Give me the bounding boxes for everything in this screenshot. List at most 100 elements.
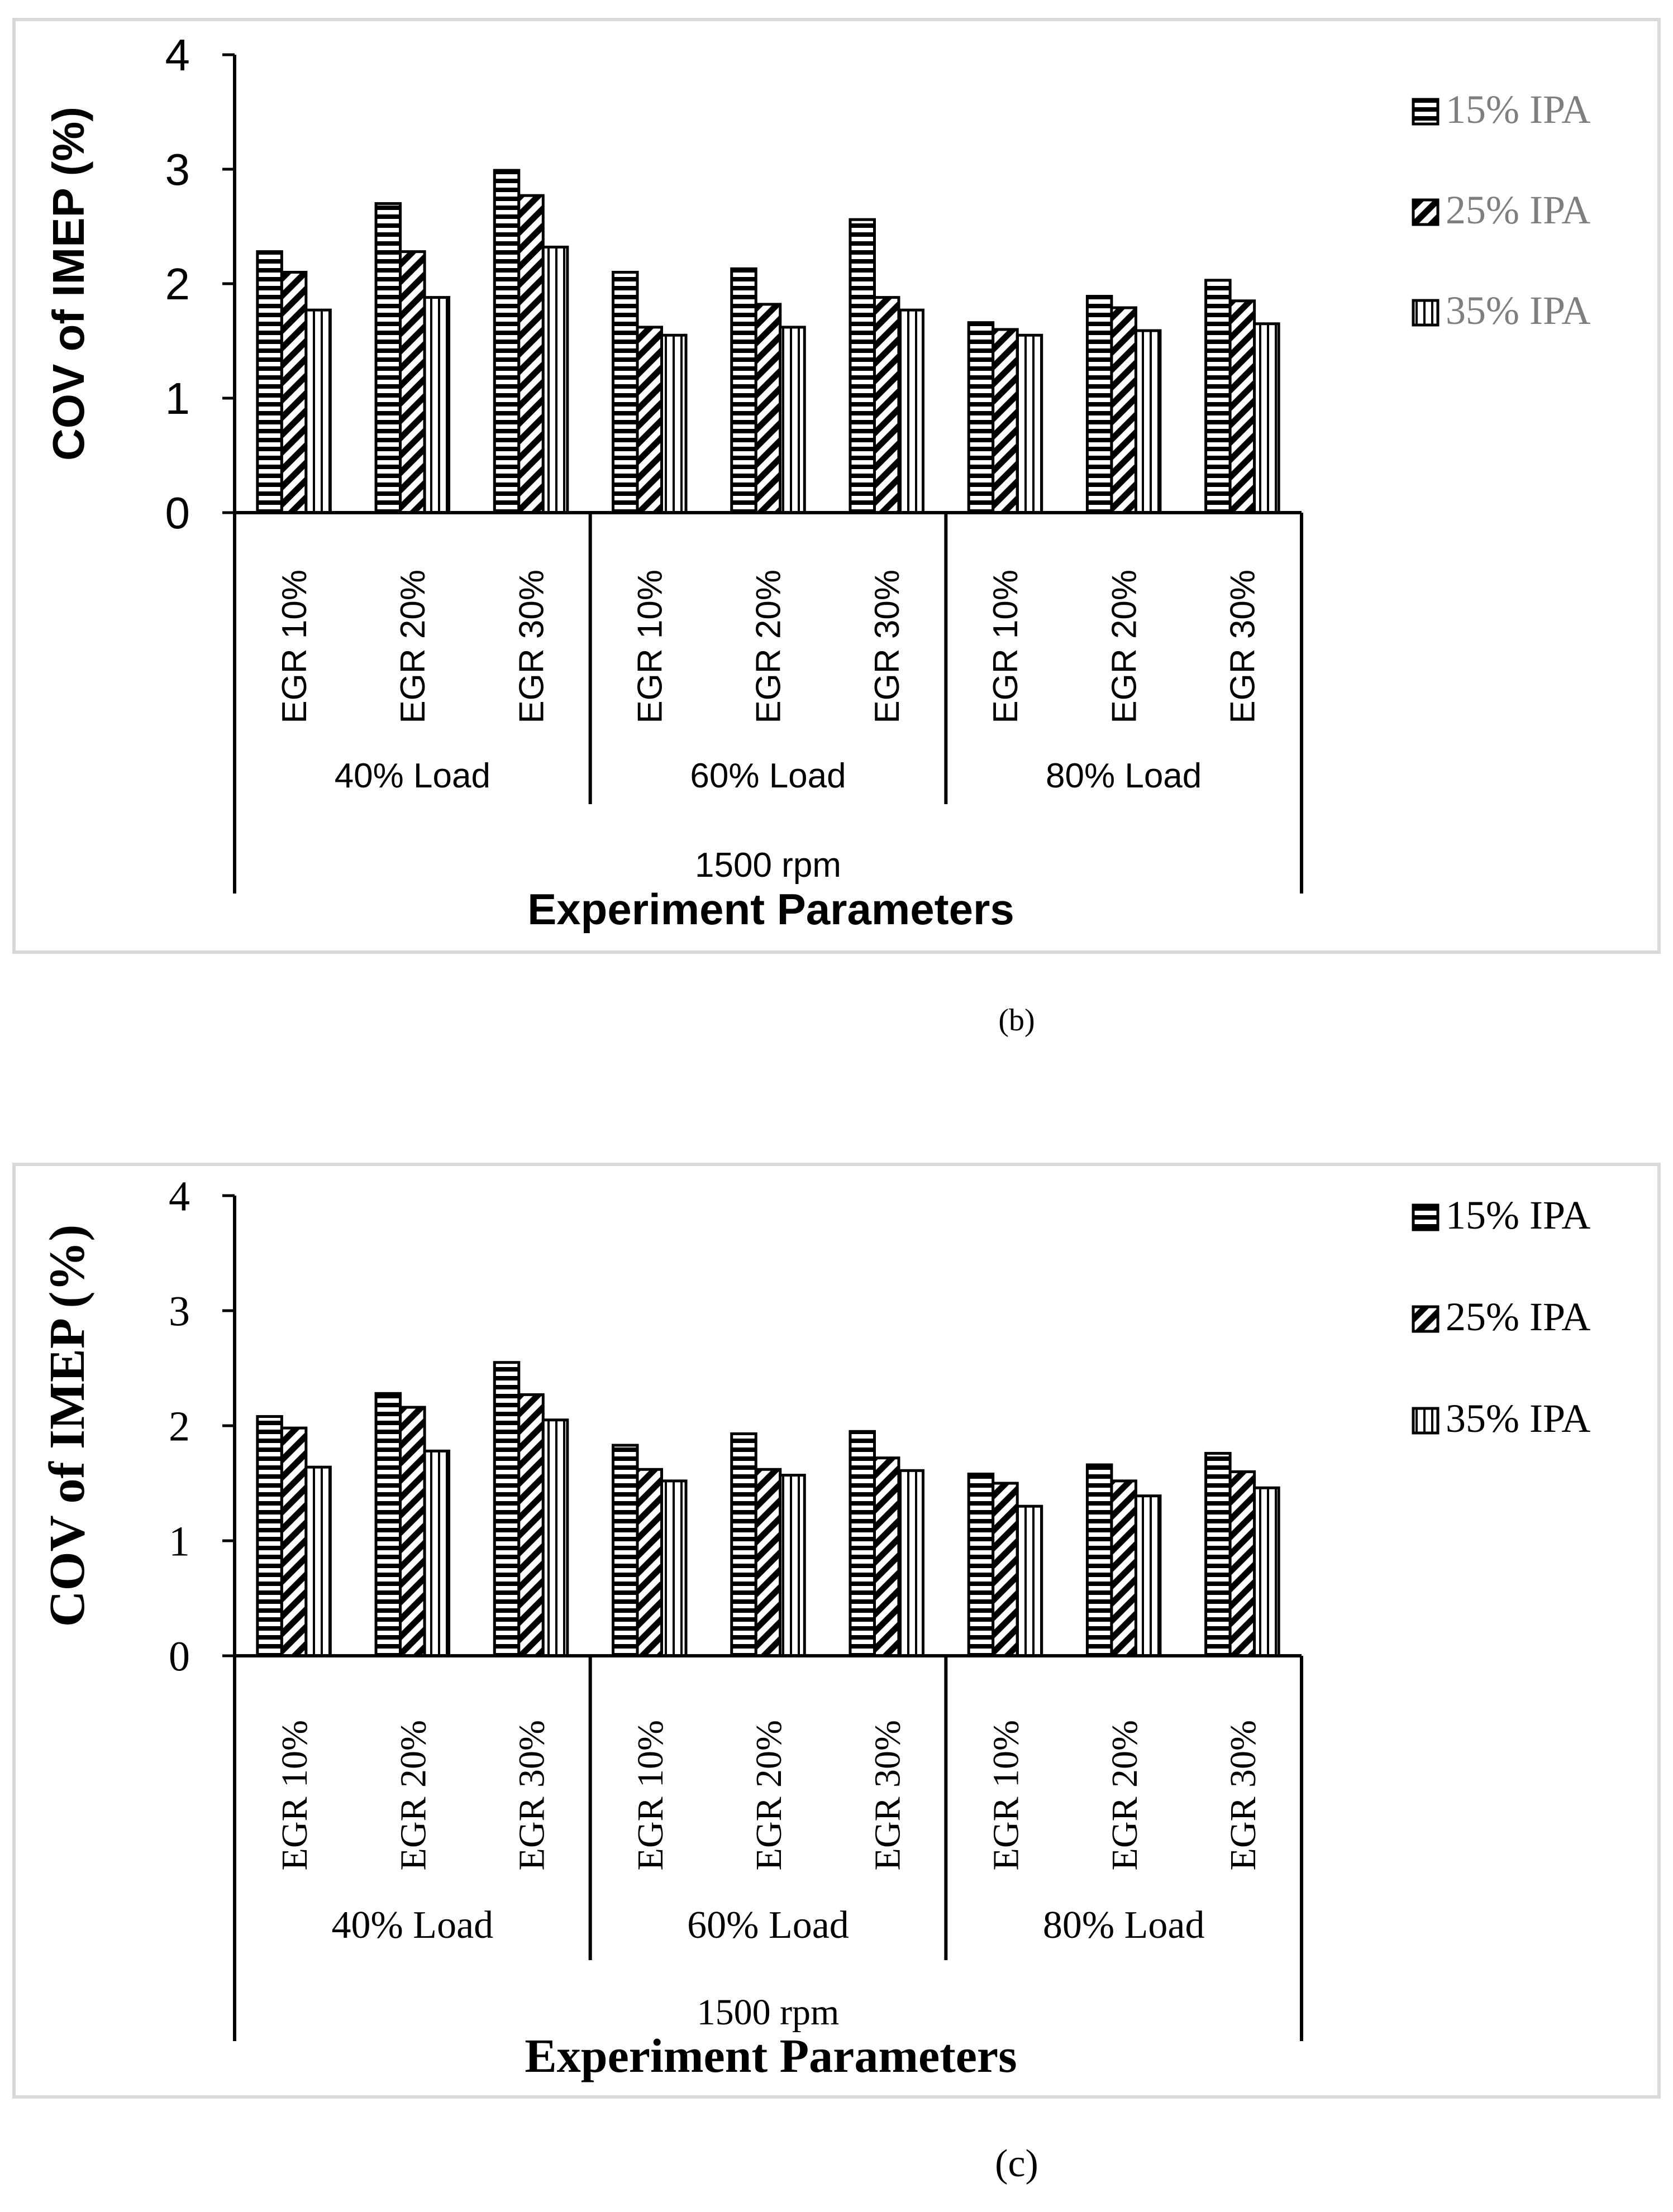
bar-15ipa-3 (612, 1444, 639, 1657)
axes-layer (222, 1194, 1303, 2041)
bar-25ipa-1 (399, 250, 426, 514)
y-axis-title: COV of IMEP (%) (40, 1225, 95, 1627)
bar-25ipa-0 (280, 271, 308, 514)
bar-25ipa-7 (1110, 306, 1137, 514)
bar-25ipa-4 (754, 303, 782, 514)
bar-15ipa-6 (967, 321, 995, 514)
x-category-label: EGR 30% (1224, 570, 1262, 724)
bar-15ipa-7 (1085, 1463, 1113, 1657)
bar-25ipa-3 (636, 1468, 664, 1657)
x-category-label: EGR 30% (512, 1720, 552, 1870)
bar-35ipa-3 (660, 1479, 688, 1657)
bar-35ipa-8 (1253, 1486, 1280, 1657)
bar-15ipa-1 (374, 1392, 402, 1657)
x-category-label: EGR 10% (630, 1720, 671, 1870)
y-tick-label: 2 (169, 1403, 190, 1450)
chart-panel-b: 0 1 2 3 4 COV of IMEP (%) EGR 10% EGR 20% EGR 30… (12, 18, 1661, 954)
y-tick-label: 4 (169, 1173, 190, 1220)
y-tick-label: 3 (169, 1288, 190, 1335)
x-category-label: EGR 20% (1104, 1720, 1145, 1870)
bar-35ipa-6 (1016, 333, 1043, 514)
x-super-group-label: 1500 rpm (695, 846, 841, 885)
x-category-label: EGR 20% (749, 1720, 789, 1870)
x-category-label: EGR 10% (275, 570, 314, 724)
x-group-label: 40% Load (332, 1904, 494, 1947)
bar-15ipa-4 (730, 1432, 757, 1657)
bar-25ipa-5 (873, 296, 900, 514)
bar-25ipa-3 (636, 326, 664, 514)
bar-25ipa-2 (517, 1393, 545, 1657)
y-tick-label: 1 (169, 1518, 190, 1565)
bar-35ipa-5 (897, 308, 924, 514)
x-category-label: EGR 20% (1105, 570, 1143, 724)
y-tick-label: 2 (165, 259, 190, 309)
label-layer: 0 1 2 3 4 COV of IMEP (%) EGR 10% EGR 20% EGR 30… (44, 30, 1262, 934)
bar-35ipa-8 (1253, 322, 1280, 514)
x-group-label: 80% Load (1046, 757, 1202, 795)
bar-35ipa-0 (304, 1465, 332, 1657)
x-category-label: EGR 20% (393, 1720, 433, 1870)
bar-15ipa-2 (493, 169, 521, 514)
legend-label-0: 15% IPA (1446, 87, 1590, 132)
bar-35ipa-3 (660, 333, 688, 514)
bar-35ipa-1 (423, 1449, 451, 1657)
x-category-label: EGR 20% (750, 570, 788, 724)
x-group-label: 60% Load (690, 757, 846, 795)
legend: 15% IPA 25% IPA 35% IPA (1412, 87, 1590, 333)
x-group-label: 40% Load (335, 757, 490, 795)
legend-label-2: 35% IPA (1446, 1396, 1590, 1441)
bar-35ipa-1 (423, 296, 451, 514)
y-axis-title: COV of IMEP (%) (44, 107, 93, 461)
bar-15ipa-4 (730, 267, 757, 514)
legend-swatch-2 (1412, 1407, 1440, 1435)
x-category-label: EGR 10% (631, 570, 669, 724)
bar-35ipa-2 (541, 245, 569, 514)
legend-label-2: 35% IPA (1446, 288, 1590, 333)
bar-25ipa-2 (517, 194, 545, 514)
legend-swatch-1 (1412, 198, 1440, 226)
bar-35ipa-7 (1134, 329, 1162, 514)
x-super-group-label: 1500 rpm (697, 1992, 840, 2033)
bar-15ipa-5 (849, 1430, 876, 1657)
bar-25ipa-6 (992, 328, 1019, 514)
bar-25ipa-4 (754, 1468, 782, 1657)
label-layer: 0 1 2 3 4 COV of IMEP (%) EGR 10% EGR 20% EGR 30… (40, 1173, 1264, 2082)
x-category-label: EGR 10% (986, 1720, 1027, 1870)
bar-15ipa-7 (1085, 295, 1113, 514)
x-axis-title: Experiment Parameters (527, 885, 1014, 934)
bar-35ipa-6 (1016, 1504, 1043, 1657)
bar-15ipa-1 (374, 202, 402, 514)
x-group-label: 60% Load (687, 1904, 849, 1947)
bar-15ipa-2 (493, 1361, 521, 1657)
x-category-label: EGR 10% (986, 570, 1025, 724)
y-tick-label: 4 (165, 30, 190, 80)
bar-15ipa-6 (967, 1473, 995, 1657)
y-tick-label: 0 (169, 1633, 190, 1680)
x-category-label: EGR 20% (394, 570, 432, 724)
caption-c: (c) (995, 2142, 1038, 2185)
y-tick-label: 0 (165, 488, 190, 538)
bar-layer (256, 1361, 1280, 1657)
x-category-label: EGR 30% (868, 570, 907, 724)
legend-swatch-0 (1412, 1203, 1440, 1231)
bar-25ipa-5 (873, 1456, 900, 1657)
bar-25ipa-1 (399, 1406, 426, 1657)
bar-15ipa-5 (849, 218, 876, 514)
bar-layer (256, 169, 1280, 514)
bar-15ipa-0 (256, 1415, 283, 1657)
x-group-label: 80% Load (1043, 1904, 1205, 1947)
legend-label-0: 15% IPA (1446, 1193, 1590, 1238)
legend: 15% IPA 25% IPA 35% IPA (1412, 1193, 1590, 1441)
x-category-label: EGR 10% (274, 1720, 315, 1870)
chart-panel-c: 0 1 2 3 4 COV of IMEP (%) EGR 10% EGR 20% EGR 30… (12, 1163, 1661, 2099)
legend-swatch-0 (1412, 98, 1440, 126)
legend-swatch-2 (1412, 299, 1440, 327)
legend-label-1: 25% IPA (1446, 188, 1590, 232)
x-category-label: EGR 30% (512, 570, 551, 724)
bar-15ipa-8 (1204, 279, 1232, 514)
bar-15ipa-0 (256, 250, 283, 514)
x-axis-title: Experiment Parameters (525, 2029, 1017, 2082)
bar-25ipa-0 (280, 1426, 308, 1657)
y-tick-label: 1 (165, 374, 190, 423)
bar-35ipa-0 (304, 308, 332, 514)
